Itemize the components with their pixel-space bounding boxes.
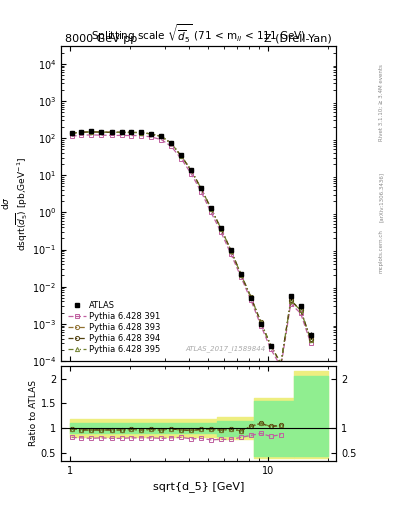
X-axis label: sqrt{d_5} [GeV]: sqrt{d_5} [GeV]	[153, 481, 244, 492]
Title: Splitting scale $\sqrt{\overline{d}_5}$ (71 < m$_{ll}$ < 111 GeV): Splitting scale $\sqrt{\overline{d}_5}$ …	[91, 23, 306, 45]
Text: [arXiv:1306.3436]: [arXiv:1306.3436]	[379, 172, 384, 222]
Text: ATLAS_2017_I1589844: ATLAS_2017_I1589844	[186, 345, 266, 352]
Text: 8000 GeV pp: 8000 GeV pp	[65, 33, 137, 44]
Y-axis label: Ratio to ATLAS: Ratio to ATLAS	[29, 380, 38, 446]
Text: mcplots.cern.ch: mcplots.cern.ch	[379, 229, 384, 273]
Text: Z (Drell-Yan): Z (Drell-Yan)	[264, 33, 332, 44]
Legend: ATLAS, Pythia 6.428 391, Pythia 6.428 393, Pythia 6.428 394, Pythia 6.428 395: ATLAS, Pythia 6.428 391, Pythia 6.428 39…	[65, 298, 163, 357]
Y-axis label: d$\sigma$
dsqrt($\overline{d_5}$) [pb,GeV$^{-1}$]: d$\sigma$ dsqrt($\overline{d_5}$) [pb,Ge…	[0, 157, 31, 250]
Text: Rivet 3.1.10; ≥ 3.4M events: Rivet 3.1.10; ≥ 3.4M events	[379, 65, 384, 141]
